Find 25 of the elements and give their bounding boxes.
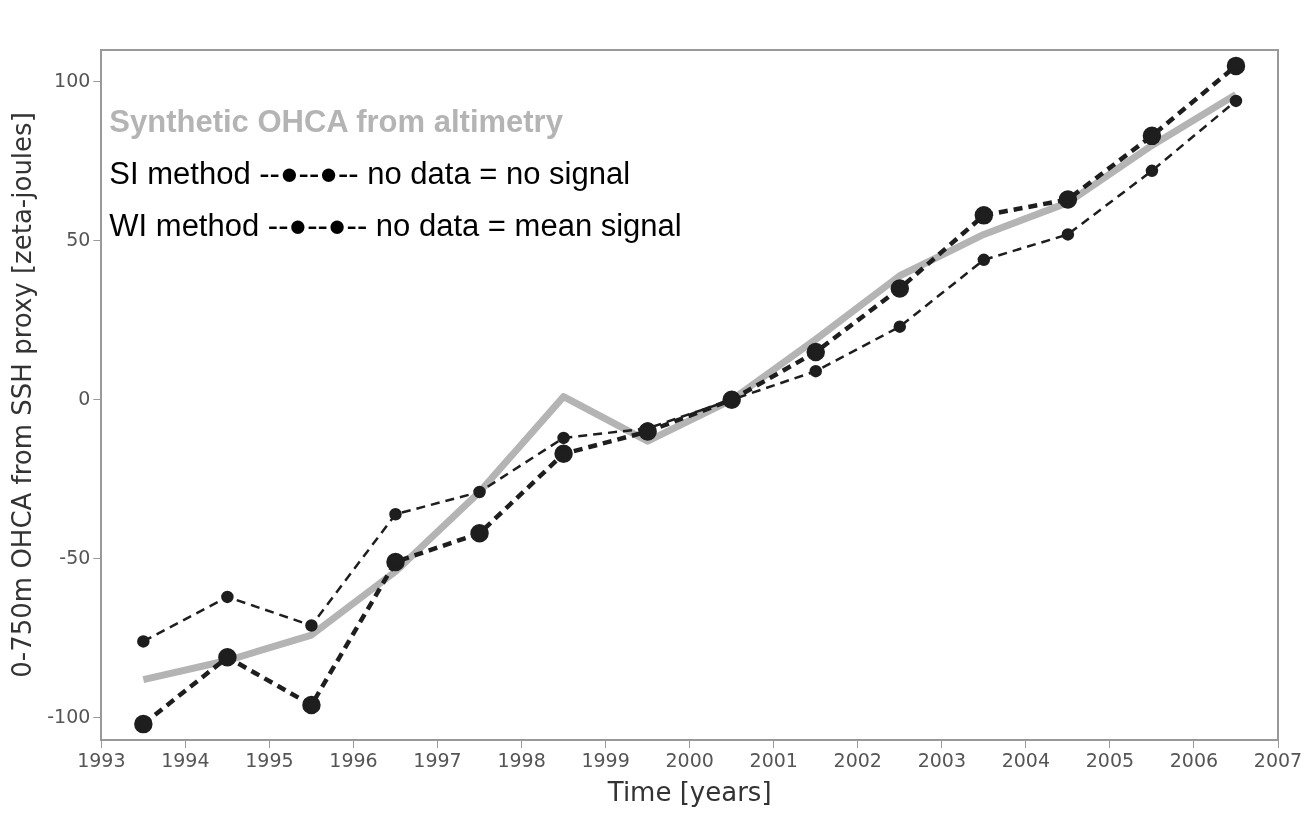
x-tick-label: 2004	[1001, 749, 1051, 772]
y-tick-label: -50	[59, 545, 91, 568]
annotation: SI method --●--●-- no data = no signal	[109, 156, 631, 191]
annotation: Synthetic OHCA from altimetry	[109, 104, 564, 139]
x-axis-title: Time [years]	[606, 777, 772, 808]
x-tick-label: 2002	[833, 749, 882, 772]
y-tick-label: 50	[66, 227, 91, 250]
x-tick-label: 1995	[245, 749, 294, 772]
x-tick-label: 1997	[413, 749, 462, 772]
x-tick-label: 2006	[1169, 749, 1219, 772]
x-tick-label: 1994	[161, 749, 210, 772]
x-tick-label: 1996	[329, 749, 378, 772]
x-tick-label: 2001	[749, 749, 798, 772]
x-tick-label: 2005	[1085, 749, 1135, 772]
annotation: WI method --●--●-- no data = mean signal	[109, 208, 682, 243]
y-tick-label: 100	[54, 68, 91, 91]
x-tick-label: 2003	[917, 749, 966, 772]
x-tick-label: 1999	[581, 749, 630, 772]
y-tick-label: 0	[78, 386, 91, 409]
x-tick-label: 1998	[497, 749, 546, 772]
x-tick-label: 2000	[665, 749, 714, 772]
x-tick-label: 2007	[1253, 749, 1303, 772]
y-tick-label: -100	[47, 704, 91, 727]
x-tick-label: 1993	[77, 749, 126, 772]
y-axis-title: 0-750m OHCA from SSH proxy [zeta-joules]	[7, 112, 38, 678]
